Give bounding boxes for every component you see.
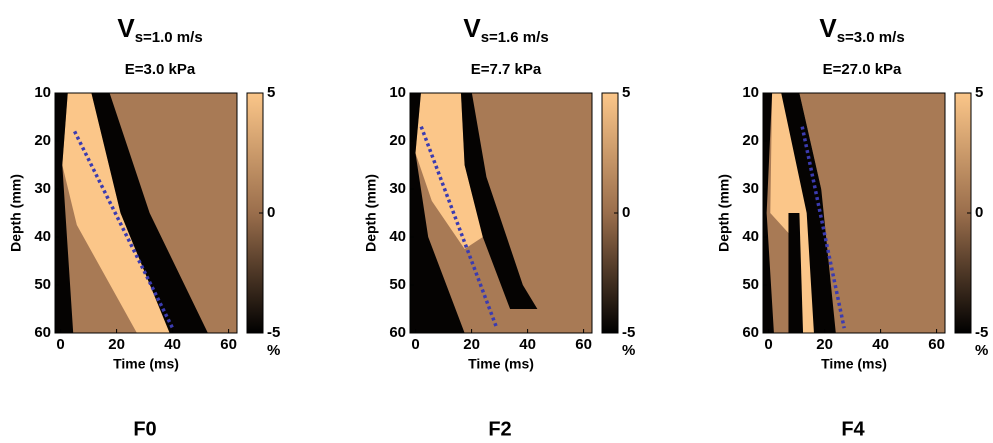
y-tick-label: 50 [34,276,51,293]
colorbar-tick-label: 5 [622,84,630,101]
plot-frame [762,92,946,334]
colorbar-tick-label: -5 [622,324,635,341]
y-tick-label: 50 [742,276,759,293]
panel-label: F2 [488,418,511,440]
y-tick-label: 10 [34,84,51,101]
y-tick-label: 40 [742,228,759,245]
colorbar-label: % [975,342,988,359]
title-sub: s=1.6 m/s [481,29,549,46]
x-tick-label: 20 [463,336,480,353]
heatmap-low [763,93,774,333]
y-tick-label: 30 [742,180,759,197]
x-tick-label: 0 [411,336,419,353]
x-tick-label: 40 [164,336,181,353]
y-tick-label: 60 [742,324,759,341]
y-tick-label: 20 [34,132,51,149]
colorbar-label: % [622,342,635,359]
x-axis-label: Time (ms) [113,356,179,372]
x-tick-label: 0 [764,336,772,353]
x-tick-label: 20 [816,336,833,353]
y-tick-label: 20 [742,132,759,149]
subtitle: E=7.7 kPa [471,61,542,78]
y-tick-label: 40 [34,228,51,245]
colorbar-tick-label: -5 [975,324,988,341]
y-tick-label: 60 [389,324,406,341]
x-tick-label: 60 [575,336,592,353]
y-tick-label: 30 [389,180,406,197]
panel-title: Vs=1.6 m/s [463,13,548,46]
heatmap-low [91,93,208,333]
panel-title: Vs=1.0 m/s [117,13,202,46]
y-axis-label: Depth (mm) [8,174,24,252]
subtitle: E=27.0 kPa [823,61,902,78]
colorbar-tick-label: 5 [267,84,275,101]
x-tick-label: 60 [928,336,945,353]
panel-label: F0 [133,418,156,440]
colorbar-tick-label: -5 [267,324,280,341]
plot-frame [409,92,593,334]
heatmap-low [55,93,74,333]
heatmap-low [781,93,836,333]
panel-title: Vs=3.0 m/s [819,13,904,46]
x-axis-label: Time (ms) [821,356,887,372]
panel-label: F4 [841,418,865,440]
x-tick-label: 20 [108,336,125,353]
heatmap-low [460,93,538,309]
y-tick-label: 10 [389,84,406,101]
y-axis-label: Depth (mm) [363,174,379,252]
plot-frame [54,92,238,334]
title-main: V [819,13,837,43]
y-tick-label: 30 [34,180,51,197]
heatmap-high [415,93,483,249]
x-tick-label: 0 [56,336,64,353]
y-tick-label: 40 [389,228,406,245]
colorbar-tick-label: 5 [975,84,983,101]
colorbar-tick-label: 0 [622,204,630,221]
heatmap-low [410,93,465,333]
y-tick-label: 50 [389,276,406,293]
x-tick-label: 60 [220,336,237,353]
fit-line [73,130,175,329]
fit-line [800,126,846,329]
colorbar-tick-label: 0 [267,204,275,221]
title-main: V [463,13,481,43]
x-tick-label: 40 [519,336,536,353]
y-tick-label: 20 [389,132,406,149]
subtitle: E=3.0 kPa [125,61,196,78]
y-axis-label: Depth (mm) [716,174,732,252]
colorbar-label: % [267,342,280,359]
heatmap-low [788,213,804,333]
title-main: V [117,13,135,43]
title-sub: s=1.0 m/s [135,29,203,46]
title-sub: s=3.0 m/s [837,29,905,46]
x-tick-label: 40 [872,336,889,353]
y-tick-label: 10 [742,84,759,101]
colorbar-tick-label: 0 [975,204,983,221]
y-tick-label: 60 [34,324,51,341]
x-axis-label: Time (ms) [468,356,534,372]
